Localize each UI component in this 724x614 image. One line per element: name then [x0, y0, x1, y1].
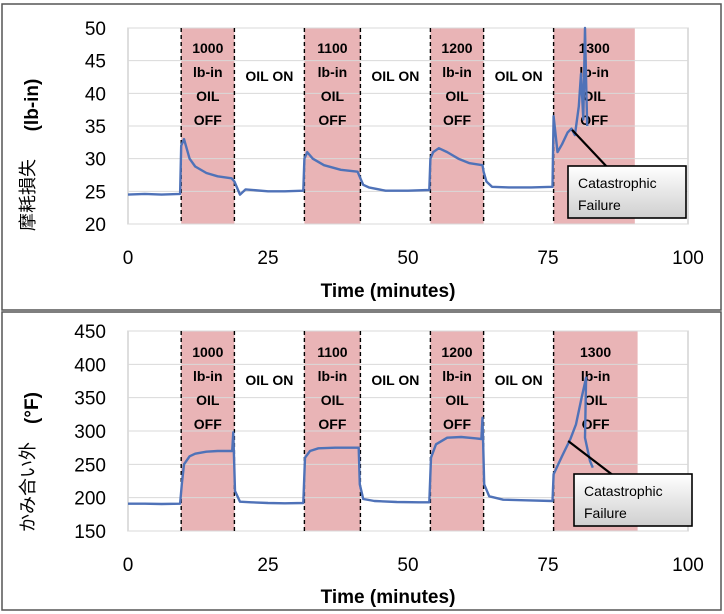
- x-tick-label: 75: [537, 248, 558, 269]
- phase-label: lb-in: [581, 368, 611, 384]
- x-tick-label: 0: [123, 248, 134, 269]
- phase-label: lb-in: [442, 64, 472, 80]
- phase-label: 1200: [441, 40, 472, 56]
- phase-label: OFF: [194, 416, 222, 432]
- y-tick-label: 350: [74, 389, 106, 410]
- y-tick-label: 300: [74, 422, 106, 443]
- phase-label: OIL: [445, 392, 469, 408]
- phase-label: 1100: [317, 40, 348, 56]
- phase-label: 1200: [441, 344, 472, 360]
- y-tick-label: 25: [85, 182, 106, 203]
- phase-label: OIL ON: [495, 372, 543, 388]
- phase-label: OIL: [321, 88, 345, 104]
- phase-label: OIL ON: [371, 68, 419, 84]
- x-axis-label: Time (minutes): [321, 281, 456, 302]
- callout-leader: [567, 440, 615, 477]
- y-tick-label: 200: [74, 489, 106, 510]
- callout-text: Catastrophic: [578, 175, 657, 191]
- phase-label: lb-in: [442, 368, 472, 384]
- phase-label: OFF: [194, 112, 222, 128]
- phase-label: OFF: [443, 112, 471, 128]
- phase-label: OFF: [582, 416, 610, 432]
- y-tick-label: 20: [85, 215, 106, 236]
- y-axis-unit: (°F): [22, 392, 43, 424]
- y-tick-label: 400: [74, 355, 106, 376]
- x-tick-label: 75: [537, 555, 558, 576]
- phase-label: OFF: [443, 416, 471, 432]
- y-tick-label: 50: [85, 19, 106, 40]
- callout-leader: [571, 129, 609, 169]
- phase-label: lb-in: [193, 368, 223, 384]
- x-tick-label: 100: [672, 248, 704, 269]
- phase-label: OIL: [583, 88, 607, 104]
- phase-label: lb-in: [318, 64, 348, 80]
- y-axis-label: 摩耗損失: [18, 159, 39, 231]
- phase-label: 1000: [192, 40, 223, 56]
- x-tick-label: 100: [672, 555, 704, 576]
- callout-text: Failure: [578, 197, 621, 213]
- y-tick-label: 150: [74, 522, 106, 543]
- y-tick-label: 450: [74, 322, 106, 343]
- phase-label: OIL ON: [245, 372, 293, 388]
- x-tick-label: 50: [397, 555, 418, 576]
- series-line: [127, 26, 589, 196]
- x-tick-label: 25: [257, 248, 278, 269]
- y-tick-label: 45: [85, 52, 106, 73]
- phase-label: OFF: [318, 112, 346, 128]
- series-line: [128, 376, 594, 506]
- phase-label: 1100: [317, 344, 348, 360]
- phase-label: OIL ON: [245, 68, 293, 84]
- y-tick-label: 30: [85, 150, 106, 171]
- phase-label: lb-in: [318, 368, 348, 384]
- y-tick-label: 250: [74, 455, 106, 476]
- y-axis-unit: (lb-in): [22, 79, 43, 132]
- phase-label: OIL: [196, 392, 220, 408]
- callout-box: [567, 165, 687, 219]
- phase-label: OIL: [196, 88, 220, 104]
- callout-text: Catastrophic: [584, 483, 663, 499]
- x-axis-label: Time (minutes): [321, 587, 456, 608]
- x-tick-label: 25: [257, 555, 278, 576]
- callout-box: [573, 473, 693, 527]
- phase-label: 1300: [580, 344, 611, 360]
- phase-label: OFF: [318, 416, 346, 432]
- y-axis-label: かみ合い外: [18, 442, 39, 532]
- phase-label: OIL: [584, 392, 608, 408]
- phase-label: 1000: [192, 344, 223, 360]
- phase-label: OIL: [445, 88, 469, 104]
- y-tick-label: 35: [85, 117, 106, 138]
- phase-label: OIL: [321, 392, 345, 408]
- x-tick-label: 0: [123, 555, 134, 576]
- callout-text: Failure: [584, 505, 627, 521]
- phase-label: OIL ON: [495, 68, 543, 84]
- wear-chart: 20 25 30 35 40 45 50 0 25 50 75 100 Time (minutes) (l…: [18, 19, 704, 302]
- x-tick-label: 50: [397, 248, 418, 269]
- y-tick-label: 40: [85, 84, 106, 105]
- temperature-chart: 150 200 250 300 350 400 450 0 25 50 75 100 Time (min…: [18, 322, 704, 608]
- phase-label: lb-in: [193, 64, 223, 80]
- phase-label: OIL ON: [371, 372, 419, 388]
